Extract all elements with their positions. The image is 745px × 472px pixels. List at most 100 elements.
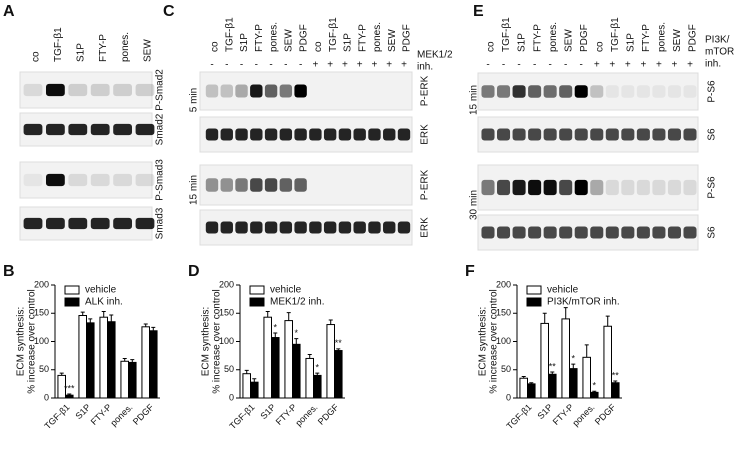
- legend-swatch: [526, 285, 542, 295]
- y-tick-label: 150: [34, 308, 49, 318]
- blot-band: [574, 179, 588, 196]
- error-bar: [101, 311, 106, 318]
- error-bar: [67, 393, 72, 396]
- y-tick-label: 0: [44, 392, 49, 402]
- blot-band: [398, 178, 410, 192]
- error-bar: [143, 323, 148, 327]
- error-bar: [542, 312, 547, 324]
- blot-band: [528, 179, 542, 196]
- y-axis-label: % increase over control: [212, 289, 223, 394]
- blot-band: [294, 128, 307, 141]
- significance: *: [316, 363, 320, 373]
- blot-band: [135, 173, 155, 187]
- blot-band: [512, 85, 526, 98]
- lane-label: pones.: [657, 22, 668, 52]
- lane-label: pones.: [372, 22, 383, 52]
- x-tick-label: pones.: [108, 402, 134, 428]
- lane-label: TGF-β1: [610, 17, 621, 52]
- y-tick-label: 100: [34, 336, 49, 346]
- blot-band: [294, 221, 307, 234]
- y-axis-label: ECM synthesis:: [201, 307, 212, 376]
- legend-label: vehicle: [547, 285, 579, 296]
- blot-band: [279, 84, 293, 98]
- blot-band: [324, 85, 336, 98]
- blot-membrane: [19, 71, 153, 109]
- blot-band: [324, 178, 336, 192]
- blot-band: [309, 221, 322, 234]
- blot-band: [636, 226, 650, 239]
- significance: **: [335, 338, 343, 348]
- treatment-sign: -: [502, 60, 505, 71]
- lane-label: TGF-β1: [501, 17, 512, 52]
- error-bar: [336, 348, 341, 351]
- treatment-sign: -: [548, 60, 551, 71]
- blot-band: [683, 85, 697, 98]
- blot-band: [497, 85, 511, 98]
- legend-swatch: [64, 285, 80, 295]
- error-bar: [521, 376, 526, 379]
- blot-band: [205, 84, 219, 98]
- blot-band: [398, 85, 410, 98]
- blot-band: [205, 178, 219, 192]
- blot-band: [590, 128, 604, 141]
- blot-band: [220, 221, 233, 234]
- bar: [284, 320, 294, 399]
- x-tick-label: pones.: [570, 402, 596, 428]
- error-bar: [252, 378, 257, 383]
- lane-label: FTY-P: [641, 24, 652, 52]
- lane-label: SEW: [672, 29, 683, 52]
- significance: ***: [64, 383, 75, 393]
- blot-membrane: [19, 161, 153, 199]
- blot-band: [309, 85, 321, 98]
- lane-label: S1P: [75, 43, 86, 62]
- error-bar: [80, 311, 85, 316]
- error-bar: [59, 372, 64, 376]
- bar: [561, 318, 571, 399]
- bar: [569, 368, 578, 399]
- blot-band: [590, 85, 604, 98]
- legend-label: MEK1/2 inh.: [270, 297, 324, 308]
- lane-label: S1P: [517, 33, 528, 52]
- legend-label: vehicle: [270, 285, 302, 296]
- blot-band: [250, 84, 263, 98]
- lane-label: PDGF: [298, 24, 309, 52]
- blot-band: [621, 128, 635, 141]
- y-axis-label: % increase over control: [489, 289, 500, 394]
- blot-band: [636, 179, 650, 196]
- blot-band: [264, 84, 278, 98]
- legend-swatch: [64, 297, 80, 307]
- blot-band: [481, 179, 495, 196]
- blot-band: [636, 128, 650, 141]
- blot-band: [667, 179, 681, 196]
- blot-band: [279, 178, 293, 192]
- blot-label: ERK: [420, 217, 431, 238]
- blot-band: [605, 85, 619, 98]
- y-tick-label: 200: [34, 279, 49, 289]
- panel-letter: D: [188, 263, 200, 280]
- lane-label: SEW: [283, 29, 294, 52]
- treatment-sign: -: [486, 60, 489, 71]
- blot-band: [135, 217, 155, 230]
- legend-label: PI3K/mTOR inh.: [547, 297, 620, 308]
- lane-label: TGF-β1: [328, 17, 339, 52]
- blot-label: ERK: [420, 124, 431, 145]
- y-axis-label: % increase over control: [27, 289, 38, 394]
- treatment-sign: -: [240, 60, 243, 71]
- time-label: 5 min: [189, 88, 200, 112]
- error-bar: [286, 312, 291, 321]
- treatment-sign: -: [517, 60, 520, 71]
- time-label: 30 min: [469, 190, 480, 220]
- bar: [611, 382, 620, 399]
- blot-band: [652, 179, 666, 196]
- error-bar: [592, 390, 597, 393]
- blot-band: [667, 226, 681, 239]
- blot-band: [264, 128, 278, 141]
- blot-band: [652, 128, 666, 141]
- x-tick-label: TGF-β1: [504, 402, 533, 431]
- blot-label: S6: [707, 226, 718, 239]
- blot-band: [652, 226, 666, 239]
- blot-band: [338, 128, 352, 141]
- bar: [65, 394, 74, 399]
- blot-band: [250, 178, 263, 192]
- lane-label: co: [594, 41, 605, 52]
